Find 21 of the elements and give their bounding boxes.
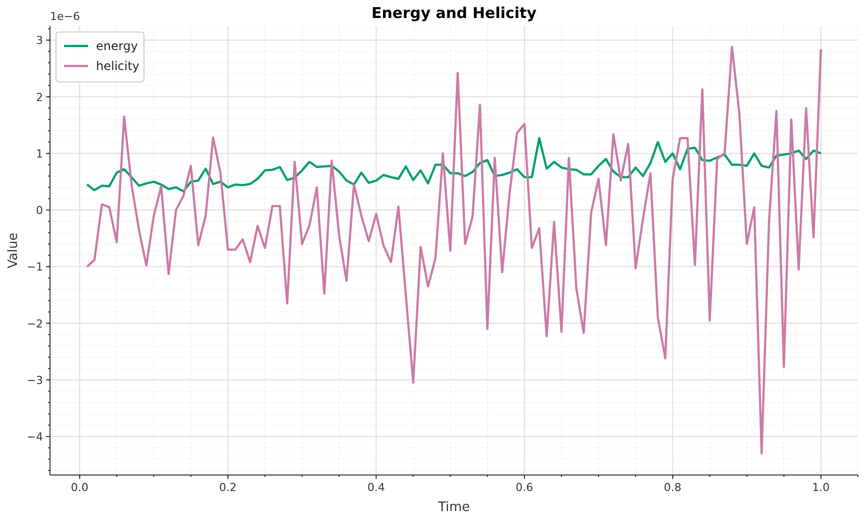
y-tick-label: −4 — [26, 430, 43, 444]
y-tick-label: 1 — [36, 147, 43, 160]
chart-title: Energy and Helicity — [372, 4, 537, 22]
x-tick-label: 1.0 — [812, 481, 830, 494]
x-tick-label: 0.0 — [70, 481, 88, 494]
y-axis-title: Value — [6, 232, 21, 268]
y-tick-label: 3 — [36, 34, 43, 48]
x-tick-label: 0.4 — [367, 481, 385, 494]
legend-label: helicity — [96, 59, 140, 73]
line-series — [86, 137, 822, 192]
x-tick-label: 0.6 — [516, 481, 534, 494]
x-axis-title: Time — [437, 500, 470, 515]
y-tick-label: 0 — [36, 204, 43, 218]
legend-label: energy — [96, 39, 138, 53]
x-tick-label: 0.8 — [664, 481, 682, 494]
y-tick-label: −3 — [26, 374, 43, 387]
x-tick-label: 0.2 — [219, 481, 237, 494]
y-tick-label: 2 — [36, 90, 43, 104]
y-tick-label: −1 — [26, 260, 43, 274]
y-tick-label: −2 — [26, 317, 43, 330]
text: 1e−6 — [50, 10, 80, 23]
